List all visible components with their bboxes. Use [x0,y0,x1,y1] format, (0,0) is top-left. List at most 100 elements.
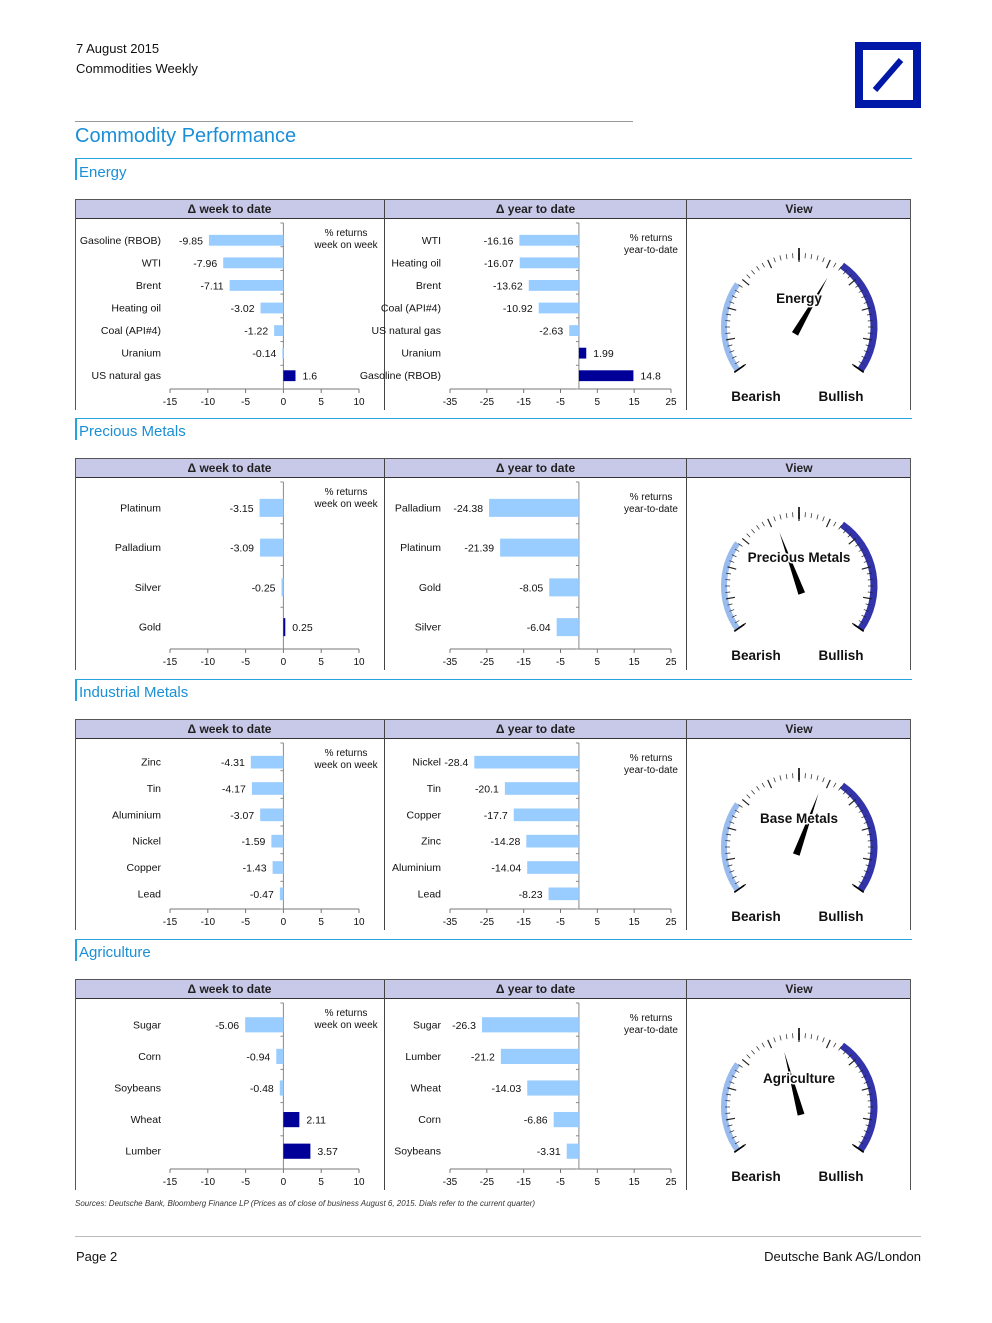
gauge-needle [784,1051,805,1116]
x-tick-label: 5 [595,1177,601,1188]
report-date: 7 August 2015 [76,41,160,56]
gauge-tick [863,821,869,824]
bar [538,302,579,314]
category-label: Brent [136,280,161,292]
gauge-tick [731,1075,737,1079]
gauge-tick [751,790,755,795]
gauge-tick [858,620,864,624]
footnote: Sources: Deutsche Bank, Bloomberg Financ… [75,1199,536,1208]
gauge-tick [858,809,864,813]
gauge-tick [825,779,831,789]
x-tick-label: 0 [281,1177,287,1188]
gauge-tick [726,313,732,316]
x-tick-label: -25 [480,1177,495,1188]
x-tick-label: -5 [556,1177,565,1188]
gauge-tick [731,875,737,879]
gauge-tick [838,786,842,791]
section-accent-bar [75,939,77,961]
x-tick-label: 25 [665,397,677,408]
bar [276,1048,284,1064]
x-tick-label: -10 [201,1177,216,1188]
gauge-tick [727,827,737,831]
gauge-bullish-label: Bullish [818,909,863,924]
x-tick-label: -15 [163,917,178,928]
gauge-tick [785,774,788,780]
x-tick-label: 10 [353,657,365,668]
gauge-tick [858,1069,864,1073]
category-label: Brent [416,280,441,292]
gauge-tick [741,537,750,545]
gauge-tick [738,1064,743,1068]
x-tick-label: -15 [516,917,531,928]
bar [489,498,579,517]
bar [500,538,579,557]
gauge-bearish-label: Bearish [731,1169,781,1184]
gauge-tick [843,1050,847,1055]
data-label: -28.4 [444,757,468,769]
bar [229,280,284,291]
category-label: Soybeans [394,1146,441,1158]
section-rule [75,679,912,680]
gauge-tick [756,786,760,791]
x-tick-label: -15 [516,1177,531,1188]
year-note: year-to-date [624,765,678,776]
bar [569,325,579,336]
gauge-tick [865,603,871,606]
section-rule [75,418,912,419]
x-tick-label: 25 [665,1177,677,1188]
gauge-tick [862,1117,872,1121]
week-note: week on week [313,240,378,251]
gauge-tick [756,525,760,530]
data-label: -16.16 [484,235,514,247]
category-label: Uranium [401,348,441,360]
data-label: -13.62 [493,280,523,292]
gauge-tick [727,344,733,347]
column-divider [384,199,385,410]
column-divider [686,458,687,670]
gauge-tick [729,560,735,563]
category-label: Silver [415,622,442,634]
section-title: Agriculture [79,944,151,961]
gauge-tick [734,881,740,885]
page-number: Page 2 [76,1249,118,1264]
gauge-tick [773,257,776,263]
week-column-head: Δ week to date [75,979,384,999]
data-label: -14.04 [491,863,521,875]
gauge-tick [767,779,773,789]
category-label: Gold [139,622,161,634]
gauge-tick [822,777,825,783]
gauge-tick [731,1135,737,1139]
gauge-tick [734,361,740,365]
gauge-label: Base Metals [760,811,838,826]
gauge-major-tick [733,1144,745,1153]
x-tick-label: -15 [516,657,531,668]
x-tick-label: -25 [480,657,495,668]
gauge-tick [833,262,837,268]
x-tick-label: 10 [353,397,365,408]
section-panel: Δ week to date Δ year to date View -15 -10 -5… [75,199,911,410]
gauge-tick [773,777,776,783]
bar [283,618,286,637]
bar [281,578,284,597]
bearish-arc [721,1062,741,1152]
gauge-tick [779,514,782,520]
data-label: 0.25 [292,622,313,634]
bar [519,257,579,269]
gauge-tick [734,1141,740,1145]
gauge-tick [861,307,871,311]
gauge-tick [825,259,831,269]
x-tick-label: 5 [318,1177,324,1188]
gauge-tick [816,255,819,261]
x-tick-label: -15 [163,1177,178,1188]
gauge-tick [741,1058,750,1066]
footer-company: Deutsche Bank AG/London [764,1249,921,1264]
category-label: Copper [127,862,162,874]
data-label: -0.48 [250,1083,274,1095]
gauge-tick [858,361,864,365]
gauge-bullish-label: Bullish [818,389,863,404]
section-charts: -15 -10 -5 0 5 10 Zinc -4.31 Tin -4.17 Aluminium -3… [112,742,878,928]
x-tick-label: 15 [629,657,641,668]
x-tick-label: -35 [443,917,458,928]
data-label: -24.38 [453,503,483,515]
gauge-needle [779,532,806,595]
